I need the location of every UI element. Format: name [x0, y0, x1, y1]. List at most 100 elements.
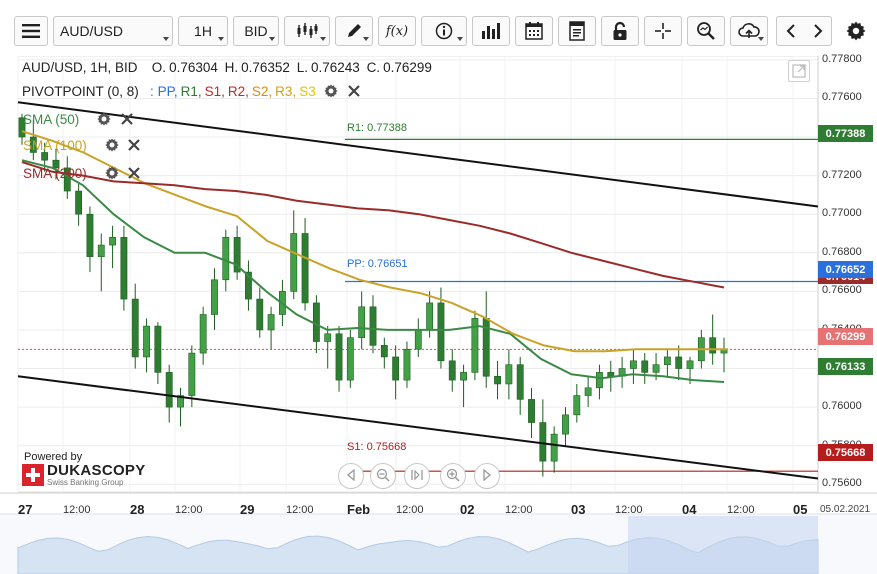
candle-body [52, 159, 60, 169]
chevron-down-icon [363, 37, 369, 41]
menu-button[interactable] [14, 16, 48, 46]
price-side-select[interactable]: BID [233, 16, 279, 46]
x-tick-label: 28 [130, 502, 145, 517]
candle-body [414, 329, 422, 350]
logo-name: DUKASCOPY [47, 462, 146, 479]
chevron-down-icon [163, 37, 169, 41]
pivot-item: R3, [275, 84, 297, 100]
scroll-right-button[interactable] [474, 463, 500, 489]
candle-body [177, 395, 184, 408]
pivot-item: S2, [251, 84, 273, 100]
lock-button[interactable] [601, 16, 639, 46]
x-tick-label: 27 [18, 502, 33, 517]
price-chart[interactable] [0, 56, 877, 574]
candle-body [233, 237, 241, 273]
y-tick-label: 0.76600 [822, 284, 862, 297]
close-icon[interactable] [121, 113, 133, 128]
pivot-legend: PIVOTPOINT (0, 8) : PP, R1, S1, R2, S2, R3, S3 [22, 84, 361, 101]
toolbar: AUD/USD 1H BID f(x) [0, 0, 877, 56]
candle-body [120, 237, 128, 300]
s1-label: S1: 0.75668 [347, 441, 407, 453]
timeframe-label: 1H [194, 23, 212, 39]
crosshair-button[interactable] [644, 16, 682, 46]
candle-body [437, 302, 445, 362]
candle-body [663, 356, 671, 365]
gear-icon[interactable] [324, 84, 339, 101]
zoom-icon [696, 21, 716, 41]
prev-icon[interactable] [785, 23, 797, 39]
gear-icon[interactable] [104, 166, 119, 183]
reset-zoom-button[interactable] [404, 463, 430, 489]
calendar-button[interactable] [515, 16, 553, 46]
high-label: H. [224, 60, 239, 75]
y-tick-label: 0.77600 [822, 91, 862, 104]
candle-body [573, 395, 581, 416]
x-tick-label: 12:00 [505, 504, 533, 516]
candle-body [539, 422, 547, 462]
settings-button[interactable] [839, 16, 873, 46]
close-icon[interactable] [128, 139, 141, 154]
function-button[interactable]: f(x) [378, 16, 416, 46]
candle-body [290, 233, 298, 292]
zoom-out-button[interactable] [370, 463, 396, 489]
logo-sub: Swiss Banking Group [47, 478, 124, 487]
settings-icon [846, 21, 866, 41]
overview-selection [628, 516, 818, 574]
sma100-legend: SMA (100) [23, 138, 141, 155]
volume-button[interactable] [472, 16, 510, 46]
candle-body [256, 298, 264, 331]
close-icon[interactable] [348, 85, 361, 100]
draw-button[interactable] [335, 16, 373, 46]
scroll-left-button[interactable] [338, 463, 364, 489]
cloud-upload-icon [738, 22, 760, 40]
chart-type-button[interactable] [284, 16, 330, 46]
candle-body [630, 360, 637, 369]
candle-body [154, 325, 162, 373]
close-icon[interactable] [128, 167, 141, 182]
trend-line [17, 375, 819, 480]
candle-body [86, 213, 94, 257]
zoom-button[interactable] [687, 16, 725, 46]
sma-line [21, 159, 725, 383]
zoom-in-icon [446, 468, 460, 485]
dukascopy-logo: DUKASCOPY Swiss Banking Group [22, 463, 146, 487]
candle-body [222, 237, 230, 281]
x-tick-label: 12:00 [63, 504, 91, 516]
cloud-upload-button[interactable] [730, 16, 768, 46]
powered-by: Powered by [24, 451, 83, 463]
candle-body [188, 352, 196, 396]
candle-body [301, 233, 309, 304]
chart-area[interactable]: AUD/USD, 1H, BID O. 0.76304 H. 0.76352 L. 0… [0, 53, 877, 574]
swiss-cross-icon [22, 464, 44, 486]
info-button[interactable] [421, 16, 467, 46]
notes-button[interactable] [558, 16, 596, 46]
candle-body [41, 152, 49, 161]
sma50-price-tag: 0.76133 [818, 358, 873, 375]
gear-icon[interactable] [97, 112, 111, 129]
candle-body [346, 337, 354, 381]
symbol-select[interactable]: AUD/USD [53, 16, 173, 46]
candle-body [562, 414, 569, 435]
candle-body [63, 167, 71, 192]
zoom-in-button[interactable] [440, 463, 466, 489]
date-label: 05.02.2021 [820, 504, 871, 515]
gear-icon[interactable] [104, 138, 119, 155]
y-tick-label: 0.76000 [822, 400, 862, 413]
candle-body [448, 360, 456, 381]
lock-icon [612, 21, 628, 41]
candle-body [596, 372, 603, 389]
sma50-label: SMA (50) [23, 112, 80, 128]
timeframe-select[interactable]: 1H [178, 16, 228, 46]
chevron-down-icon [758, 37, 764, 41]
expand-button[interactable] [788, 60, 810, 82]
reset-zoom-icon [410, 468, 424, 485]
function-icon: f(x) [385, 23, 409, 39]
candle-body [641, 360, 649, 373]
expand-icon [789, 64, 809, 84]
candle-body [97, 244, 105, 257]
next-icon[interactable] [812, 23, 824, 39]
chevron-down-icon [218, 37, 224, 41]
candle-body [199, 314, 207, 354]
candle-body [109, 237, 116, 246]
x-tick-label: 29 [240, 502, 255, 517]
